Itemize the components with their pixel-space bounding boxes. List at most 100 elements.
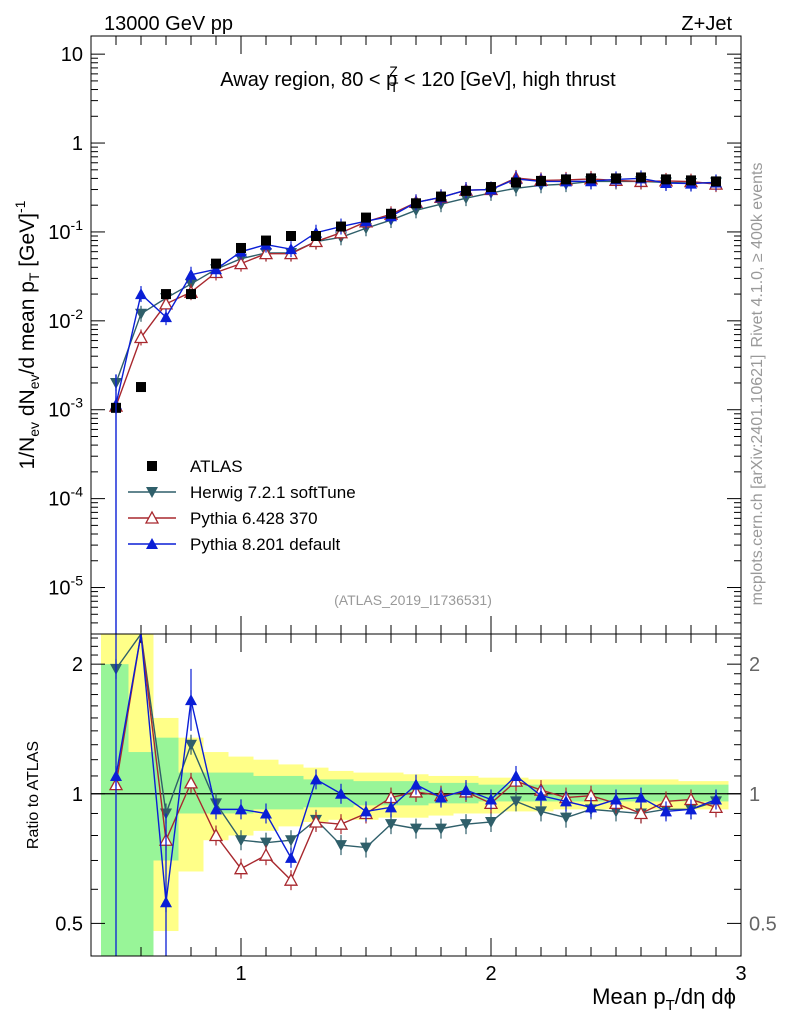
- data-point: [308, 234, 324, 248]
- data-point: [586, 173, 596, 184]
- ratio-xlabel: Mean pT/dη dϕ: [592, 984, 736, 1014]
- x-tick-label: 1: [235, 963, 246, 985]
- ratio-point: [308, 814, 324, 828]
- data-point: [233, 256, 249, 270]
- ratio-point: [410, 823, 422, 835]
- ratio-point: [208, 828, 224, 842]
- ratio-y-tick-label: 0.5: [55, 913, 83, 935]
- data-point: [133, 330, 149, 344]
- x-tick-label: 3: [735, 963, 746, 985]
- ratio-point: [710, 793, 722, 805]
- legend-entry: ATLAS: [147, 457, 243, 476]
- ratio-point: [660, 805, 672, 817]
- ratio-point: [535, 806, 547, 818]
- legend: ATLAS Herwig 7.2.1 softTune Pythia 6.428 3…: [128, 457, 356, 554]
- ratio-point: [685, 803, 697, 815]
- legend-label: Pythia 6.428 370: [190, 509, 318, 528]
- data-point: [135, 308, 147, 320]
- energy-label: 13000 GeV pp: [104, 13, 233, 35]
- title-sub: T: [390, 79, 399, 95]
- ratio-point: [233, 861, 249, 875]
- ratio-point: [635, 791, 647, 803]
- data-point: [661, 174, 671, 185]
- data-point: [261, 235, 271, 246]
- data-point: [158, 296, 174, 310]
- ratio-point: [210, 803, 222, 815]
- data-point: [210, 263, 222, 275]
- data-point: [686, 175, 696, 186]
- ratio-point: [585, 801, 597, 813]
- ratio-point: [335, 787, 347, 799]
- legend-label: Herwig 7.2.1 softTune: [190, 483, 356, 502]
- legend-label: Pythia 8.201 default: [190, 535, 341, 554]
- legend-marker: [146, 538, 158, 549]
- data-point: [361, 212, 371, 223]
- rivet-label: Rivet 4.1.0, ≥ 400k events: [749, 163, 766, 348]
- y-tick-label: 10: [61, 44, 83, 66]
- legend-entry: Pythia 8.201 default: [128, 535, 341, 554]
- data-point: [536, 175, 546, 186]
- title-pre: Away region, 80 < p: [220, 69, 397, 91]
- process-label: Z+Jet: [681, 13, 732, 35]
- watermark: (ATLAS_2019_I1736531): [334, 592, 492, 608]
- ratio-panel: 0.5 0.5 1 1 2 2 1 2 3 Ratio to ATLAS Mean pT/dη …: [25, 632, 777, 1014]
- data-point: [461, 185, 471, 196]
- data-point: [311, 231, 321, 242]
- ratio-point: [335, 840, 347, 852]
- title-sup: Z: [389, 63, 398, 79]
- main-title: Away region, 80 < pZ T < 120 [GeV], high …: [220, 63, 616, 95]
- ratio-point: [535, 789, 547, 801]
- x-tick-label: 2: [485, 963, 496, 985]
- ratio-point: [333, 816, 349, 830]
- ratio-point: [183, 775, 199, 789]
- y-tick-label: 1: [72, 133, 83, 155]
- data-point: [486, 182, 496, 193]
- data-point: [636, 172, 646, 183]
- ratio-point: [435, 823, 447, 835]
- ratio-point: [283, 872, 299, 886]
- mcplots-label: mcplots.cern.ch [arXiv:2401.10621]: [749, 355, 766, 606]
- y-tick-label: 10-5: [48, 573, 83, 600]
- data-point: [511, 177, 521, 188]
- legend-label: ATLAS: [190, 457, 243, 476]
- data-point: [186, 289, 196, 300]
- ratio-point: [485, 793, 497, 805]
- legend-marker: [147, 461, 157, 471]
- ratio-point: [258, 847, 274, 861]
- ratio-point: [385, 801, 397, 813]
- ratio-point: [360, 805, 372, 817]
- ratio-point: [435, 791, 447, 803]
- ratio-point: [385, 819, 397, 831]
- ratio-point: [560, 812, 572, 824]
- series-0: [111, 172, 721, 413]
- ratio-point: [260, 837, 272, 849]
- legend-entry: Pythia 6.428 370: [128, 509, 318, 528]
- data-point: [258, 246, 274, 260]
- ratio-point: [235, 803, 247, 815]
- ratio-point: [310, 773, 322, 785]
- ratio-point: [260, 807, 272, 819]
- data-point: [336, 221, 346, 232]
- ratio-point: [285, 851, 297, 863]
- y-tick-label: 10-1: [48, 217, 83, 244]
- data-point: [135, 288, 147, 300]
- ratio-y-tick-label: 2: [72, 654, 83, 676]
- data-point: [611, 173, 621, 184]
- ratio-point: [185, 739, 197, 751]
- data-point: [160, 311, 172, 323]
- ratio-point: [410, 778, 422, 790]
- data-point: [136, 382, 146, 393]
- ratio-point: [360, 842, 372, 854]
- inner-band-bin: [101, 664, 129, 956]
- data-point: [286, 231, 296, 242]
- data-point: [185, 268, 197, 280]
- legend-entry: Herwig 7.2.1 softTune: [128, 483, 356, 502]
- inner-band-bin: [128, 752, 154, 956]
- data-point: [386, 208, 396, 219]
- data-point: [236, 242, 246, 253]
- ratio-point: [485, 816, 497, 828]
- ratio-point: [560, 795, 572, 807]
- data-point: [161, 289, 171, 300]
- ratio-ylabel: Ratio to ATLAS: [25, 741, 42, 849]
